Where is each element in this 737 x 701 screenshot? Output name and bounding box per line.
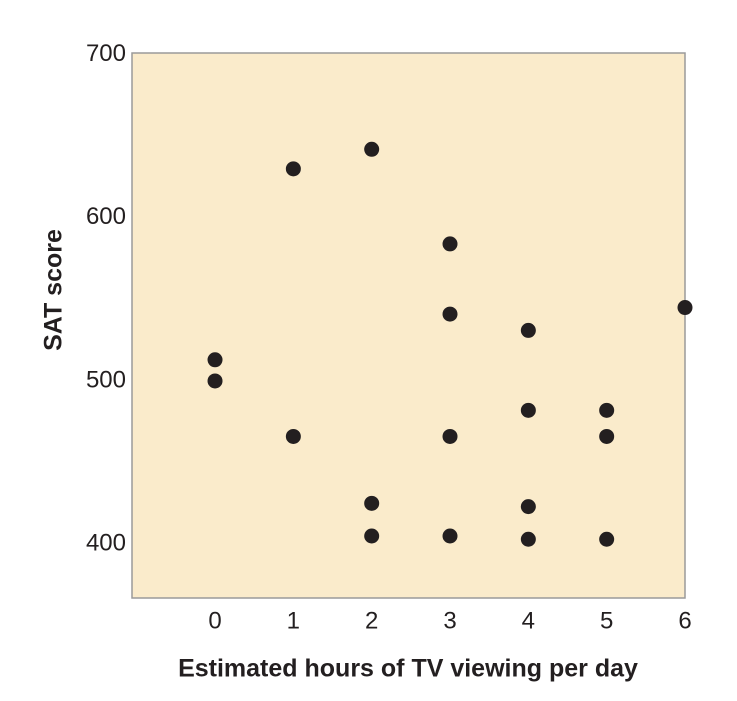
point xyxy=(442,236,458,252)
point xyxy=(520,322,536,338)
point xyxy=(364,141,380,157)
y-tick-label: 400 xyxy=(86,529,126,556)
point xyxy=(599,428,615,444)
y-tick-label: 600 xyxy=(86,203,126,230)
point xyxy=(599,402,615,418)
x-tick-label: 0 xyxy=(208,607,221,634)
x-tick-label: 5 xyxy=(600,607,613,634)
y-axis-title: SAT score xyxy=(40,229,68,351)
point xyxy=(442,306,458,322)
x-axis-title: Estimated hours of TV viewing per day xyxy=(178,655,638,683)
x-tick-label: 1 xyxy=(287,607,300,634)
y-tick-label: 700 xyxy=(86,40,126,67)
point xyxy=(285,161,301,177)
point xyxy=(442,428,458,444)
point xyxy=(207,352,223,368)
point xyxy=(599,531,615,547)
x-tick-label: 6 xyxy=(678,607,691,634)
point xyxy=(520,499,536,515)
point xyxy=(520,402,536,418)
point xyxy=(364,495,380,511)
plot-area xyxy=(131,52,686,599)
x-tick-label: 2 xyxy=(365,607,378,634)
point xyxy=(442,528,458,544)
point xyxy=(520,531,536,547)
x-tick-label: 4 xyxy=(522,607,535,634)
point xyxy=(285,428,301,444)
point xyxy=(207,373,223,389)
y-tick-label: 500 xyxy=(86,366,126,393)
x-tick-label: 3 xyxy=(443,607,456,634)
point xyxy=(677,300,693,316)
point xyxy=(364,528,380,544)
